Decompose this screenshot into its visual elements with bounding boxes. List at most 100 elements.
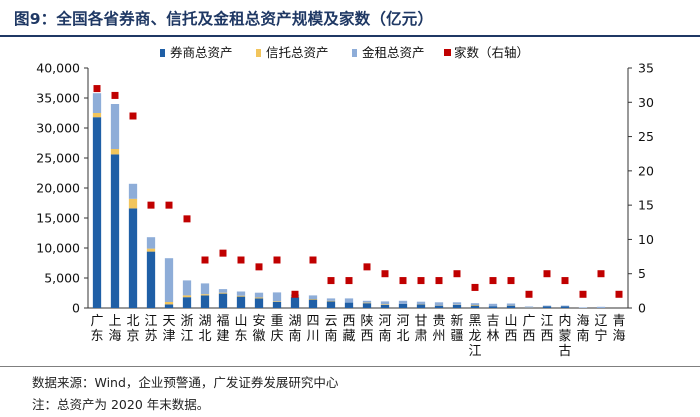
x-tick-label: 重 <box>270 313 283 329</box>
count-marker <box>543 270 551 278</box>
x-tick-label: 津 <box>162 329 175 344</box>
count-marker <box>597 270 605 278</box>
x-tick-label: 北 <box>396 329 409 344</box>
x-tick-label: 广 <box>522 314 535 329</box>
x-tick-label: 江 <box>540 314 553 329</box>
bar-segment-leasing <box>182 280 192 296</box>
bar-segment-leasing <box>416 301 426 305</box>
bar-segment-leasing <box>470 303 480 305</box>
x-tick-label: 天 <box>162 314 175 329</box>
right-axis-tick-label: 15 <box>638 198 654 213</box>
count-marker <box>147 201 155 209</box>
x-tick-label: 新 <box>450 313 463 329</box>
bar-segment-trust <box>200 294 210 296</box>
x-tick-label: 龙 <box>468 329 481 344</box>
x-tick-label: 建 <box>216 329 229 344</box>
bar-segment-trust <box>182 295 192 298</box>
bar-segment-securities <box>380 305 390 308</box>
remark-note: 注：总资产为 2020 年末数据。 <box>32 397 210 412</box>
bar-segment-securities <box>416 304 426 308</box>
count-marker <box>291 290 299 298</box>
x-tick-label: 甘 <box>414 314 427 329</box>
bar-segment-securities <box>254 298 264 308</box>
left-axis-tick-label: 0 <box>72 301 80 316</box>
count-marker <box>489 277 497 285</box>
x-tick-label: 河 <box>378 314 391 329</box>
x-tick-label: 疆 <box>450 329 463 344</box>
x-tick-label: 州 <box>432 329 445 344</box>
bar-segment-securities <box>146 251 156 308</box>
bar-segment-securities <box>110 154 120 308</box>
x-tick-label: 林 <box>486 329 499 344</box>
bar-segment-leasing <box>218 289 228 293</box>
right-axis-tick-label: 0 <box>638 301 646 316</box>
x-tick-label: 山 <box>504 314 517 329</box>
x-tick-label: 蒙 <box>558 329 571 344</box>
title-underline <box>0 35 700 37</box>
x-tick-label: 西 <box>342 314 355 329</box>
count-marker <box>525 290 533 298</box>
count-marker <box>399 277 407 285</box>
x-tick-label: 苏 <box>144 328 157 344</box>
count-marker <box>507 277 515 285</box>
x-tick-label: 贵 <box>432 314 445 329</box>
x-tick-label: 上 <box>108 314 121 329</box>
bar-segment-securities <box>506 305 516 308</box>
x-tick-label: 西 <box>504 329 517 344</box>
bar-segment-leasing <box>380 301 390 305</box>
bar-segment-securities <box>542 306 552 308</box>
left-axis-tick-label: 5,000 <box>44 271 80 286</box>
bar-segment-leasing <box>560 305 570 307</box>
x-tick-label: 江 <box>180 329 193 344</box>
count-marker <box>417 277 425 285</box>
bar-segment-trust <box>254 297 264 299</box>
bar-segment-securities <box>92 117 102 308</box>
left-axis-tick-label: 30,000 <box>36 121 80 136</box>
bar-segment-securities <box>470 305 480 308</box>
bar-segment-leasing <box>434 302 444 306</box>
right-axis-tick-label: 30 <box>638 95 654 110</box>
bar-segment-leasing <box>92 93 102 113</box>
x-tick-label: 古 <box>558 344 571 359</box>
left-axis-tick-label: 15,000 <box>36 211 80 226</box>
legend-swatch-securities <box>160 49 165 57</box>
x-tick-label: 海 <box>108 329 121 344</box>
count-marker <box>273 256 281 264</box>
bar-segment-trust <box>308 299 318 300</box>
bar-segment-leasing <box>146 237 156 249</box>
footer-divider <box>0 366 700 367</box>
bar-segment-leasing <box>110 104 120 149</box>
bar-segment-securities <box>128 208 138 308</box>
x-tick-label: 北 <box>198 329 211 344</box>
x-tick-label: 山 <box>234 314 247 329</box>
count-marker <box>309 256 317 264</box>
bar-segment-leasing <box>506 303 516 306</box>
count-marker <box>345 277 353 285</box>
bar-segment-trust <box>236 295 246 297</box>
bar-segment-leasing <box>236 291 246 296</box>
x-tick-label: 南 <box>576 328 589 344</box>
count-marker <box>363 263 371 271</box>
count-marker <box>561 277 569 285</box>
x-tick-label: 庆 <box>270 329 283 344</box>
x-tick-label: 肃 <box>414 329 427 344</box>
x-tick-label: 北 <box>126 314 139 329</box>
bar-segment-securities <box>272 302 282 308</box>
count-marker <box>111 91 119 99</box>
x-tick-label: 东 <box>234 329 247 344</box>
right-axis-tick-label: 20 <box>638 163 654 178</box>
left-axis-tick-label: 25,000 <box>36 151 80 166</box>
title-bar: 图9：全国各省券商、信托及金租总资产规模及家数（亿元） <box>0 0 700 37</box>
x-tick-label: 宁 <box>594 328 607 344</box>
bar-segment-leasing <box>398 300 408 304</box>
bar-segment-securities <box>290 297 300 308</box>
bar-segment-leasing <box>200 283 210 295</box>
legend-label: 券商总资产 <box>170 45 233 60</box>
x-tick-label: 广 <box>90 314 103 329</box>
bar-segment-trust <box>110 149 120 155</box>
bar-segment-leasing <box>524 306 534 308</box>
x-tick-label: 江 <box>468 344 481 359</box>
bar-segment-securities <box>344 302 354 308</box>
count-marker <box>255 263 263 271</box>
x-tick-label: 江 <box>144 314 157 329</box>
